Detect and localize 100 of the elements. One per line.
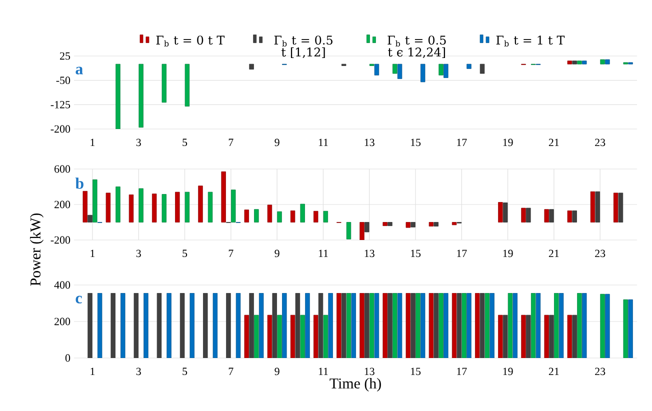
bar — [208, 192, 213, 222]
bar — [336, 293, 342, 358]
bar — [572, 210, 577, 222]
y-tick-label: -50 — [56, 76, 70, 84]
x-tick-label: 15 — [410, 138, 421, 146]
x-tick-label: 19 — [503, 138, 513, 146]
bar — [88, 293, 92, 358]
x-tick-label: 9 — [274, 368, 280, 376]
bar — [184, 192, 190, 222]
bar — [434, 222, 438, 226]
x-tick-label: 23 — [595, 250, 606, 258]
bar — [388, 222, 392, 226]
bar — [305, 293, 310, 358]
annotation: b — [75, 178, 84, 189]
bar — [490, 293, 494, 358]
bar — [277, 211, 282, 222]
bar — [577, 293, 582, 358]
x-tick-label: 5 — [182, 368, 188, 376]
x-tick-label: 11 — [318, 138, 328, 146]
legend-label: Γ$_{b}$ t = 0.5 t ϵ 12,24] — [388, 36, 446, 58]
bar — [572, 314, 577, 358]
bar — [364, 222, 370, 232]
x-tick-label: 19 — [503, 368, 513, 376]
y-tick-label: 200 — [54, 200, 70, 208]
x-tick-label: 15 — [410, 368, 421, 376]
bar — [254, 209, 259, 222]
bar — [254, 314, 259, 358]
bar — [618, 192, 624, 222]
y-tick-label: 25 — [60, 52, 70, 60]
x-tick-label: 21 — [548, 138, 559, 146]
x-tick-label: 1 — [90, 250, 95, 258]
legend-label: Γ$_{b}$ t = 0.5 t [1,12] — [274, 36, 332, 58]
legend-label: Γ$_{b}$ t = 1 t T — [496, 36, 565, 47]
bar — [221, 171, 226, 222]
bar — [328, 293, 333, 358]
x-tick-label: 17 — [457, 250, 467, 258]
bar — [88, 214, 92, 222]
bar — [166, 293, 172, 358]
legend-label: Γ$_{b}$ t = 0 t T — [156, 36, 225, 47]
x-tick-label: 7 — [228, 138, 234, 146]
y-tick-label: -200 — [50, 125, 70, 133]
x-tick-label: 19 — [503, 250, 513, 258]
y-tick-label: -125 — [50, 100, 70, 108]
bar — [444, 293, 448, 358]
bar — [526, 208, 531, 222]
x-tick-label: 9 — [274, 138, 280, 146]
bar — [226, 293, 231, 358]
bar — [628, 299, 633, 358]
bar — [300, 204, 305, 222]
x-tick-label: 15 — [410, 250, 421, 258]
bar — [502, 202, 508, 222]
bar — [600, 294, 605, 358]
bar — [605, 294, 610, 358]
bar — [498, 202, 503, 222]
bar — [595, 191, 600, 222]
bar — [549, 209, 554, 222]
bar — [360, 293, 364, 358]
bar — [138, 188, 144, 222]
x-tick-label: 7 — [228, 250, 234, 257]
bar — [410, 222, 416, 228]
bar — [144, 293, 148, 358]
bar — [346, 222, 352, 240]
bar — [92, 179, 98, 222]
x-tick-label: 21 — [548, 250, 559, 258]
y-tick-label: 600 — [54, 165, 70, 173]
bar — [498, 314, 503, 358]
x-tick-label: 3 — [136, 138, 141, 146]
bar — [116, 186, 120, 222]
x-tick-label: 3 — [136, 250, 141, 258]
x-axis-title: Time (h) — [330, 378, 381, 392]
x-tick-label: 1 — [90, 368, 95, 376]
x-tick-label: 17 — [457, 368, 467, 376]
x-tick-label: 13 — [364, 138, 374, 146]
x-tick-label: 11 — [318, 368, 328, 376]
bar — [438, 293, 444, 358]
annotation: a — [76, 66, 83, 74]
annotation: c — [76, 296, 82, 304]
x-tick-label: 7 — [228, 368, 234, 375]
x-tick-label: 17 — [457, 138, 467, 146]
bar — [249, 293, 254, 358]
bar — [410, 293, 416, 358]
y-axis-title: Power (kW) — [30, 213, 44, 286]
bar — [231, 190, 236, 222]
x-tick-label: 23 — [595, 138, 606, 146]
bar — [466, 293, 472, 358]
bar — [162, 194, 166, 222]
x-tick-label: 9 — [274, 250, 280, 258]
x-tick-label: 5 — [182, 250, 188, 258]
x-tick-label: 23 — [595, 368, 606, 376]
bar — [521, 314, 526, 358]
x-tick-label: 13 — [364, 368, 374, 376]
x-tick-label: 21 — [548, 368, 559, 376]
y-tick-label: -200 — [50, 236, 70, 244]
x-tick-label: 13 — [364, 250, 374, 258]
bar — [388, 293, 392, 358]
y-tick-label: 400 — [54, 281, 70, 289]
x-tick-label: 3 — [136, 368, 141, 376]
bar — [416, 293, 420, 358]
bar — [277, 314, 282, 358]
x-tick-label: 11 — [318, 250, 328, 258]
